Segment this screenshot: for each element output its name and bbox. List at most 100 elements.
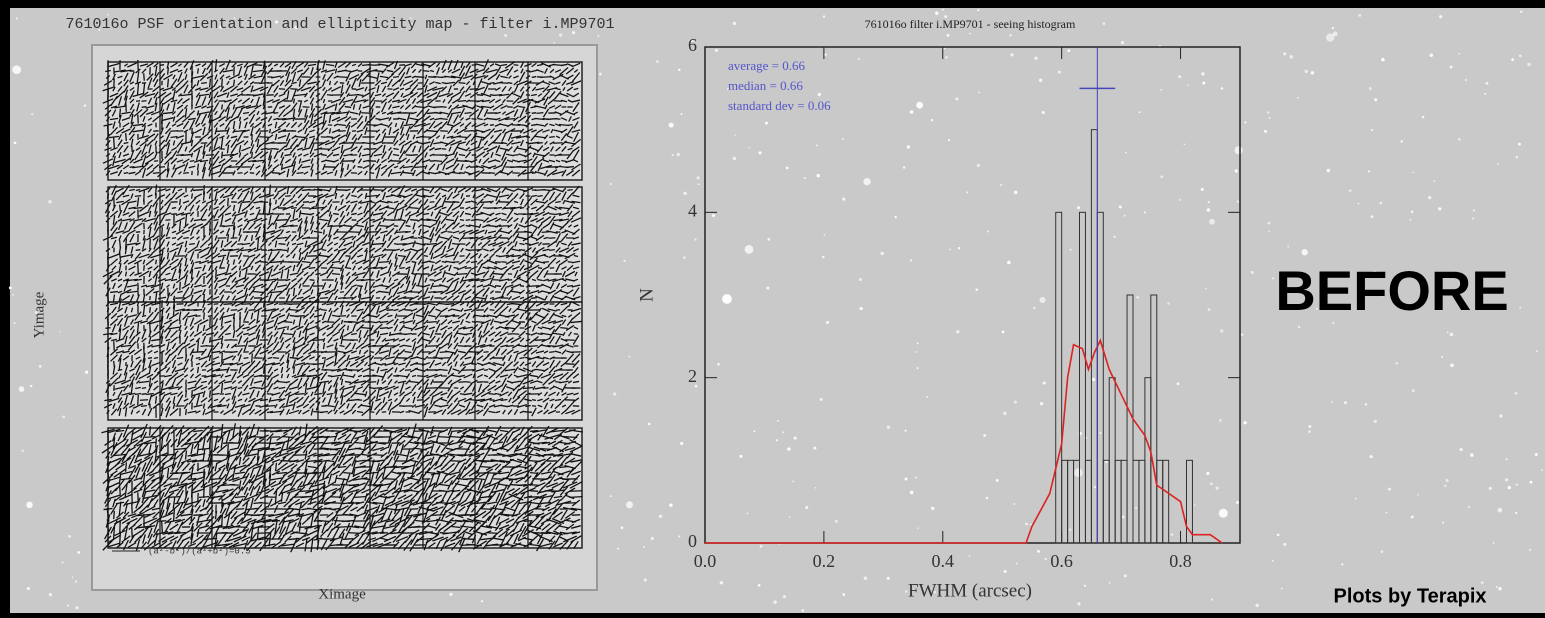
star bbox=[1355, 498, 1357, 500]
star bbox=[1305, 70, 1308, 73]
psf-stick bbox=[501, 220, 507, 221]
star bbox=[815, 487, 817, 489]
star bbox=[935, 11, 938, 14]
psf-stick bbox=[368, 65, 376, 66]
psf-stick bbox=[270, 129, 271, 133]
star bbox=[1331, 401, 1333, 403]
star bbox=[1308, 425, 1311, 428]
star bbox=[745, 245, 754, 254]
psf-stick bbox=[446, 304, 455, 305]
star bbox=[84, 104, 87, 107]
psf-stick bbox=[193, 190, 203, 191]
psf-stick bbox=[333, 214, 339, 215]
psf-stick bbox=[372, 244, 384, 245]
star bbox=[1124, 215, 1126, 217]
star bbox=[917, 343, 919, 345]
star bbox=[949, 249, 951, 251]
star bbox=[1235, 169, 1238, 172]
psf-stick bbox=[192, 78, 193, 88]
star bbox=[835, 520, 838, 523]
star bbox=[1470, 453, 1474, 457]
star bbox=[610, 183, 612, 185]
psf-stick bbox=[229, 167, 240, 168]
psf-stick bbox=[568, 262, 572, 263]
star bbox=[1220, 329, 1223, 332]
psf-stick bbox=[322, 250, 326, 251]
star bbox=[1515, 392, 1518, 395]
star bbox=[887, 426, 890, 429]
psf-stick bbox=[141, 406, 147, 407]
star bbox=[1209, 219, 1215, 225]
psf-stick bbox=[181, 155, 192, 156]
star bbox=[678, 535, 680, 537]
star bbox=[1412, 389, 1415, 392]
star bbox=[1283, 543, 1286, 546]
star bbox=[1205, 288, 1207, 290]
psf-stick bbox=[418, 238, 422, 239]
psf-stick bbox=[294, 99, 295, 104]
star bbox=[1277, 533, 1280, 536]
star bbox=[907, 145, 910, 148]
star bbox=[1025, 523, 1028, 526]
star bbox=[1267, 111, 1269, 113]
star bbox=[677, 153, 680, 156]
star bbox=[49, 593, 52, 596]
star bbox=[820, 398, 823, 401]
star bbox=[1040, 402, 1043, 405]
psf-stick bbox=[457, 274, 467, 275]
star bbox=[1489, 487, 1492, 490]
psf-stick bbox=[252, 152, 253, 158]
star bbox=[1289, 55, 1292, 58]
psf-stick bbox=[458, 101, 467, 102]
star bbox=[1136, 296, 1138, 298]
psf-stick bbox=[198, 340, 199, 351]
psf-stick bbox=[348, 326, 349, 331]
psf-stick bbox=[345, 382, 351, 383]
psf-stick bbox=[464, 113, 471, 114]
star bbox=[1511, 58, 1514, 61]
psf-stick bbox=[513, 155, 518, 156]
psf-stick bbox=[453, 202, 460, 203]
psf-stick bbox=[382, 412, 386, 413]
star bbox=[1235, 146, 1243, 154]
star bbox=[1297, 97, 1299, 99]
star bbox=[626, 501, 633, 508]
star bbox=[1411, 515, 1414, 518]
star bbox=[1004, 570, 1007, 573]
star bbox=[1530, 481, 1533, 484]
star bbox=[1033, 307, 1036, 310]
psf-stick bbox=[290, 226, 298, 227]
star bbox=[659, 515, 662, 518]
psf-stick bbox=[240, 117, 241, 121]
star bbox=[1221, 87, 1223, 89]
psf-stick bbox=[550, 268, 554, 269]
psf-stick bbox=[460, 220, 464, 221]
psf-stick bbox=[172, 238, 176, 239]
psf-stick bbox=[135, 196, 141, 197]
star bbox=[22, 450, 24, 452]
star bbox=[1381, 550, 1384, 553]
star bbox=[969, 33, 971, 35]
psf-stick bbox=[427, 322, 437, 323]
star bbox=[816, 145, 818, 147]
psf-stick bbox=[319, 149, 329, 150]
psf-stick bbox=[434, 161, 442, 162]
psf-stick bbox=[495, 394, 501, 395]
psf-stick bbox=[506, 346, 514, 347]
star bbox=[72, 576, 74, 578]
star bbox=[67, 605, 69, 607]
star bbox=[996, 479, 999, 482]
star bbox=[1302, 249, 1308, 255]
star bbox=[1370, 455, 1373, 458]
star bbox=[1298, 326, 1300, 328]
star bbox=[1349, 189, 1352, 192]
star bbox=[863, 178, 870, 185]
star bbox=[1103, 22, 1106, 25]
psf-stick bbox=[156, 260, 157, 264]
star bbox=[669, 123, 674, 128]
psf-stick bbox=[421, 137, 432, 138]
psf-stick bbox=[380, 328, 388, 329]
star bbox=[1135, 507, 1137, 509]
psf-stick bbox=[168, 79, 169, 88]
star bbox=[786, 167, 789, 170]
